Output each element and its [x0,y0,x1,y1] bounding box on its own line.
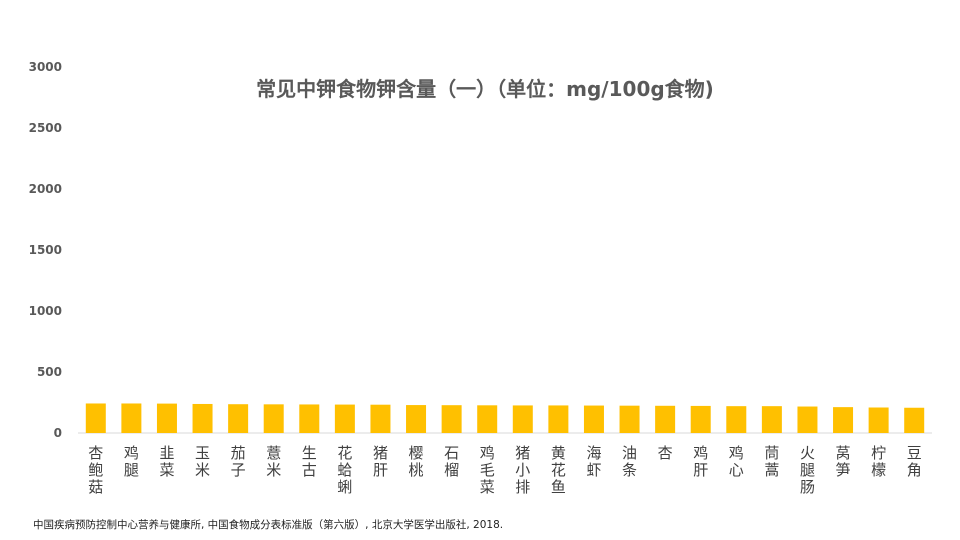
x-tick-label: 油条 [622,444,637,479]
source-footnote: 中国疾病预防控制中心营养与健康所, 中国食物成分表标准版（第六版）, 北京大学医… [33,519,504,531]
x-tick-label: 杏 [658,444,673,462]
x-tick-label: 火腿肠 [800,444,815,496]
x-tick-label: 茄子 [231,444,246,479]
bar [370,404,391,433]
bar [441,405,462,433]
bar [655,405,676,433]
bar [192,403,213,433]
bar [548,405,569,433]
x-tick-label: 韭菜 [159,444,174,479]
x-tick-label: 鸡毛菜 [480,444,495,496]
x-tick-label: 鸡肝 [693,444,708,479]
x-tick-label: 猪肝 [373,444,388,479]
bar [690,405,711,433]
x-tick-label: 黄花鱼 [551,444,566,496]
bar [868,407,889,433]
bar [228,404,249,433]
x-tick-label: 生古 [302,444,317,479]
bar [833,407,854,433]
x-tick-label: 石榴 [444,444,459,479]
y-tick-label: 3000 [29,60,62,74]
x-tick-label: 鸡心 [729,444,744,479]
x-tick-label: 猪小排 [515,444,530,496]
y-tick-label: 2000 [29,182,62,196]
y-tick-label: 0 [54,426,62,440]
bar [726,406,747,433]
bar [477,405,498,433]
x-tick-label: 杏鲍菇 [88,444,103,496]
bar [85,403,106,433]
x-tick-label: 莴笋 [836,444,851,479]
bar [904,407,925,433]
y-tick-label: 500 [37,365,62,379]
bar [761,406,782,433]
y-axis: 0 500 1000 1500 2000 2500 3000 [29,60,62,440]
bar [619,405,640,433]
y-tick-label: 2500 [29,121,62,135]
x-tick-label: 海虾 [586,444,601,479]
bar [121,403,142,433]
x-tick-label: 柠檬 [871,444,886,479]
x-tick-label: 茼蒿 [764,444,779,479]
bar [263,404,284,433]
y-tick-label: 1500 [29,243,62,257]
bar [406,405,427,433]
x-tick-label: 花蛤蜊 [337,444,352,496]
x-tick-label: 豆角 [907,444,922,479]
bar [299,404,320,433]
y-tick-label: 1000 [29,304,62,318]
bar [797,406,818,433]
chart-title: 常见中钾食物钾含量（一）（单位：mg/100g食物) [256,77,714,101]
bar [334,404,355,433]
x-tick-label: 鸡腿 [124,444,139,479]
x-tick-label: 樱桃 [409,444,424,479]
bar [583,405,604,433]
x-tick-label: 薏米 [266,444,281,479]
bars [85,403,925,433]
x-tick-label: 玉米 [195,444,210,479]
bar [156,403,177,433]
bar [512,405,533,433]
